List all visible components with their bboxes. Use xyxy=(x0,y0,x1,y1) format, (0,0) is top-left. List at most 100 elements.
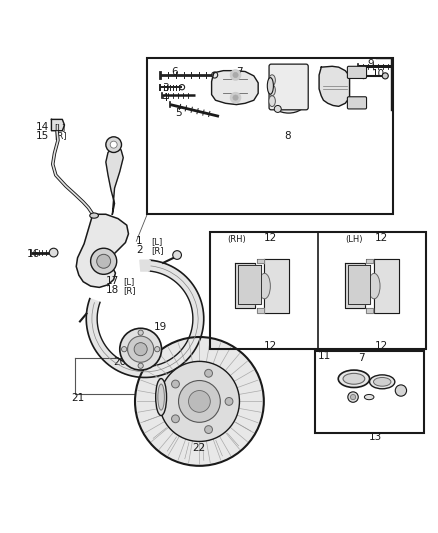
Circle shape xyxy=(134,343,147,356)
Circle shape xyxy=(121,346,127,352)
Circle shape xyxy=(225,398,233,405)
Circle shape xyxy=(179,381,220,422)
Text: 11: 11 xyxy=(318,351,332,361)
Bar xyxy=(147,58,393,214)
Polygon shape xyxy=(348,264,370,304)
Polygon shape xyxy=(86,260,204,377)
Text: 12: 12 xyxy=(375,233,388,243)
Polygon shape xyxy=(265,260,289,313)
Ellipse shape xyxy=(267,78,273,94)
Circle shape xyxy=(106,137,121,152)
Ellipse shape xyxy=(364,394,374,400)
Text: 19: 19 xyxy=(154,321,167,332)
Polygon shape xyxy=(349,267,364,303)
Circle shape xyxy=(205,426,212,433)
Circle shape xyxy=(395,385,406,396)
Circle shape xyxy=(230,92,241,103)
Circle shape xyxy=(135,337,264,466)
Polygon shape xyxy=(76,214,128,287)
Text: 7: 7 xyxy=(237,67,243,77)
Ellipse shape xyxy=(269,75,276,86)
Text: [L]: [L] xyxy=(54,123,66,132)
Polygon shape xyxy=(140,260,150,271)
Bar xyxy=(210,232,426,349)
Text: [L]: [L] xyxy=(152,237,163,246)
Text: 15: 15 xyxy=(36,131,49,141)
Ellipse shape xyxy=(343,373,365,384)
Circle shape xyxy=(172,415,180,423)
Text: [R]: [R] xyxy=(123,286,136,295)
Text: (RH): (RH) xyxy=(228,235,247,244)
Polygon shape xyxy=(257,308,264,313)
Circle shape xyxy=(233,95,238,100)
Circle shape xyxy=(127,336,154,362)
Circle shape xyxy=(138,363,143,368)
Text: 12: 12 xyxy=(264,341,278,351)
Polygon shape xyxy=(238,264,261,304)
Ellipse shape xyxy=(269,96,276,107)
Ellipse shape xyxy=(370,375,395,389)
FancyBboxPatch shape xyxy=(347,97,367,109)
Circle shape xyxy=(350,394,356,400)
Text: 16: 16 xyxy=(27,249,40,260)
Text: 13: 13 xyxy=(369,432,382,442)
Text: [R]: [R] xyxy=(152,246,164,255)
Circle shape xyxy=(138,330,143,335)
Ellipse shape xyxy=(271,70,306,93)
Polygon shape xyxy=(106,147,123,214)
Text: 2: 2 xyxy=(136,245,143,255)
Circle shape xyxy=(233,72,238,78)
Circle shape xyxy=(205,369,212,377)
Circle shape xyxy=(110,141,117,148)
Ellipse shape xyxy=(258,273,270,299)
Text: 14: 14 xyxy=(36,122,49,132)
Ellipse shape xyxy=(128,340,153,359)
Polygon shape xyxy=(345,263,365,308)
Circle shape xyxy=(188,391,210,413)
Text: 22: 22 xyxy=(192,443,205,454)
Ellipse shape xyxy=(271,89,306,113)
Circle shape xyxy=(155,346,160,352)
Text: 1: 1 xyxy=(136,236,143,246)
Text: 5: 5 xyxy=(176,108,182,118)
Polygon shape xyxy=(51,119,64,131)
Text: 8: 8 xyxy=(284,131,291,141)
Text: 18: 18 xyxy=(106,286,119,295)
Ellipse shape xyxy=(155,378,166,416)
Text: 20: 20 xyxy=(114,357,127,367)
Circle shape xyxy=(120,328,162,370)
Circle shape xyxy=(49,248,58,257)
Circle shape xyxy=(274,106,281,112)
Text: 12: 12 xyxy=(375,341,388,351)
Polygon shape xyxy=(366,259,373,263)
Bar xyxy=(315,351,424,433)
Polygon shape xyxy=(257,259,264,263)
Text: 7: 7 xyxy=(358,353,365,363)
Polygon shape xyxy=(374,260,399,313)
Text: (LH): (LH) xyxy=(345,235,363,244)
Text: [L]: [L] xyxy=(123,277,134,286)
Polygon shape xyxy=(235,263,255,308)
Text: 21: 21 xyxy=(71,393,84,403)
Polygon shape xyxy=(319,66,350,107)
Text: 6: 6 xyxy=(171,67,178,77)
Text: 10: 10 xyxy=(371,69,385,79)
Ellipse shape xyxy=(374,377,391,386)
Polygon shape xyxy=(366,308,373,313)
Ellipse shape xyxy=(338,370,370,387)
Text: 12: 12 xyxy=(264,233,278,243)
Text: 9: 9 xyxy=(367,59,374,69)
Circle shape xyxy=(382,73,389,79)
Circle shape xyxy=(91,248,117,274)
Circle shape xyxy=(348,392,358,402)
Ellipse shape xyxy=(271,78,306,102)
Circle shape xyxy=(159,361,240,441)
FancyBboxPatch shape xyxy=(269,64,308,110)
Polygon shape xyxy=(212,71,258,104)
Text: 17: 17 xyxy=(106,276,119,286)
Ellipse shape xyxy=(368,273,380,299)
Text: 4: 4 xyxy=(162,93,168,103)
Polygon shape xyxy=(239,267,254,303)
Circle shape xyxy=(173,251,181,260)
Text: 3: 3 xyxy=(162,83,169,93)
